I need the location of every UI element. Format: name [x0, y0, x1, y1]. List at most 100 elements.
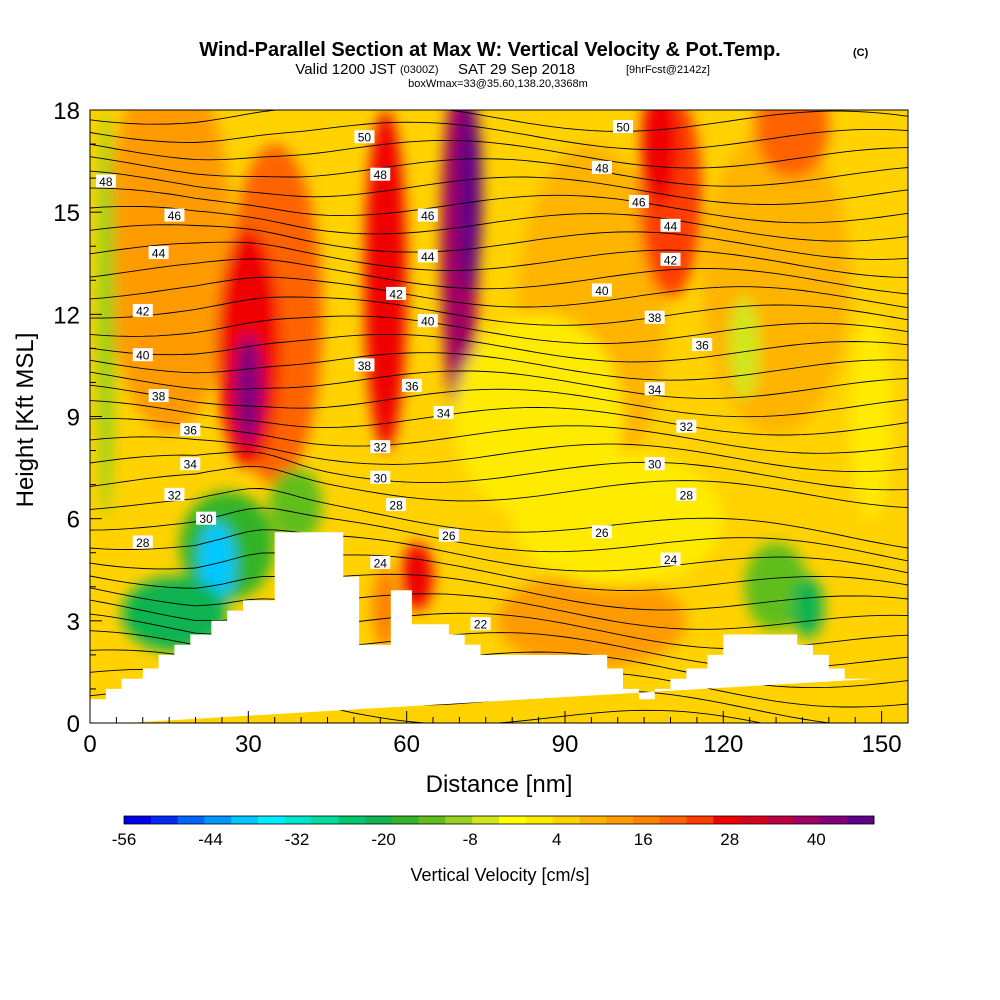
svg-text:30: 30: [648, 458, 662, 472]
colorbar-swatch: [793, 816, 821, 824]
colorbar-swatch: [177, 816, 205, 824]
w-field-cell: [849, 314, 893, 519]
theta-contour: [90, 121, 908, 151]
colorbar-tick-label: 4: [552, 830, 561, 849]
theta-contour: [90, 529, 908, 574]
theta-contour: [90, 276, 908, 309]
svg-text:48: 48: [595, 161, 609, 175]
theta-contour-label: 36: [180, 423, 201, 438]
svg-text:24: 24: [374, 556, 388, 570]
w-field-cell: [105, 110, 233, 434]
theta-contour-label: 22: [470, 617, 491, 632]
theta-contour: [90, 170, 908, 205]
theta-contour: [90, 587, 908, 630]
theta-contour-label: 26: [438, 528, 459, 543]
theta-contour: [90, 315, 908, 345]
svg-text:44: 44: [664, 219, 678, 233]
w-field-cell: [728, 297, 761, 400]
colorbar-swatch: [311, 816, 339, 824]
theta-contour: [90, 451, 908, 491]
theta-contour: [90, 156, 908, 187]
colorbar-swatch: [606, 816, 634, 824]
colorbar-swatch: [740, 816, 768, 824]
w-field-cell: [458, 110, 482, 291]
x-tick-label: 30: [235, 731, 262, 758]
colorbar-swatch: [525, 816, 553, 824]
w-field-cell: [234, 334, 263, 444]
theta-contour-label: 46: [164, 208, 185, 223]
colorbar: -56 -44 -32 -20 -8 4 16 28 40: [112, 815, 875, 849]
svg-text:34: 34: [184, 458, 198, 472]
colorbar-swatch: [847, 816, 875, 824]
colorbar-swatch: [632, 816, 661, 824]
svg-text:32: 32: [168, 488, 182, 502]
colorbar-swatch: [445, 816, 473, 824]
colorbar-swatch: [365, 816, 393, 824]
colorbar-swatch: [204, 816, 232, 824]
x-tick-label: 150: [862, 731, 902, 758]
theta-contour: [90, 465, 908, 509]
svg-text:46: 46: [421, 209, 435, 223]
subtitle-valid: Valid 1200 JST: [295, 61, 396, 78]
svg-text:40: 40: [421, 315, 435, 329]
svg-text:24: 24: [664, 553, 678, 567]
theta-contour-label: 34: [180, 457, 201, 472]
x-axis: 0 30 60 90 120 150: [83, 711, 909, 758]
theta-contour-label: 46: [628, 194, 649, 209]
chart-subtitle: Valid 1200 JST (0300Z) SAT 29 Sep 2018 […: [295, 61, 710, 78]
theta-contour-label: 24: [660, 552, 681, 567]
svg-text:38: 38: [152, 390, 166, 404]
y-tick-label: 12: [53, 302, 80, 329]
theta-contour-label: 44: [417, 249, 438, 264]
theta-contour-label: 30: [370, 470, 391, 485]
theta-contour-label: 40: [132, 348, 153, 363]
colorbar-label: Vertical Velocity [cm/s]: [410, 865, 589, 885]
w-field-cell: [496, 573, 687, 669]
svg-text:32: 32: [374, 441, 388, 455]
theta-contour-label: 30: [644, 457, 665, 472]
x-axis-label: Distance [nm]: [426, 771, 573, 798]
theta-contour-label: 40: [417, 314, 438, 329]
svg-text:36: 36: [405, 379, 419, 393]
svg-text:44: 44: [152, 247, 166, 261]
colorbar-swatch: [686, 816, 714, 824]
w-field-cell: [754, 110, 829, 179]
chart-title: Wind-Parallel Section at Max W: Vertical…: [199, 39, 780, 61]
w-field-cell: [641, 110, 679, 206]
svg-text:44: 44: [421, 250, 435, 264]
svg-text:34: 34: [648, 383, 662, 397]
theta-contour: [90, 224, 908, 260]
theta-contour: [90, 370, 908, 399]
svg-text:46: 46: [168, 209, 182, 223]
theta-contour-label: 42: [660, 252, 681, 267]
svg-text:42: 42: [389, 287, 403, 301]
theta-contour-label: 26: [591, 525, 612, 540]
svg-text:26: 26: [442, 529, 456, 543]
theta-contour-label: 28: [132, 535, 153, 550]
theta-contour: [90, 352, 908, 381]
svg-text:36: 36: [696, 338, 710, 352]
colorbar-swatch: [820, 816, 848, 824]
theta-contour-label: 32: [676, 419, 697, 434]
subtitle-date: SAT 29 Sep 2018: [458, 61, 575, 78]
svg-text:42: 42: [136, 304, 150, 318]
svg-text:46: 46: [632, 195, 646, 209]
theta-contour: [90, 507, 908, 562]
colorbar-tick-label: -32: [285, 830, 310, 849]
colorbar-swatch: [257, 816, 286, 824]
svg-text:32: 32: [680, 420, 694, 434]
svg-text:40: 40: [595, 284, 609, 298]
theta-contour-label: 40: [591, 283, 612, 298]
theta-contour-label: 42: [386, 286, 407, 301]
y-tick-label: 3: [67, 609, 80, 636]
x-tick-label: 60: [393, 731, 420, 758]
colorbar-tick-label: -8: [463, 830, 478, 849]
svg-text:38: 38: [358, 359, 372, 373]
theta-contour: [90, 139, 908, 169]
w-field-cell: [791, 576, 824, 638]
theta-contour-label: 48: [95, 174, 116, 189]
colorbar-swatch: [659, 816, 687, 824]
theta-contour-label: 32: [370, 440, 391, 455]
theta-contour-label: 34: [433, 406, 454, 421]
terrain: [90, 532, 877, 723]
